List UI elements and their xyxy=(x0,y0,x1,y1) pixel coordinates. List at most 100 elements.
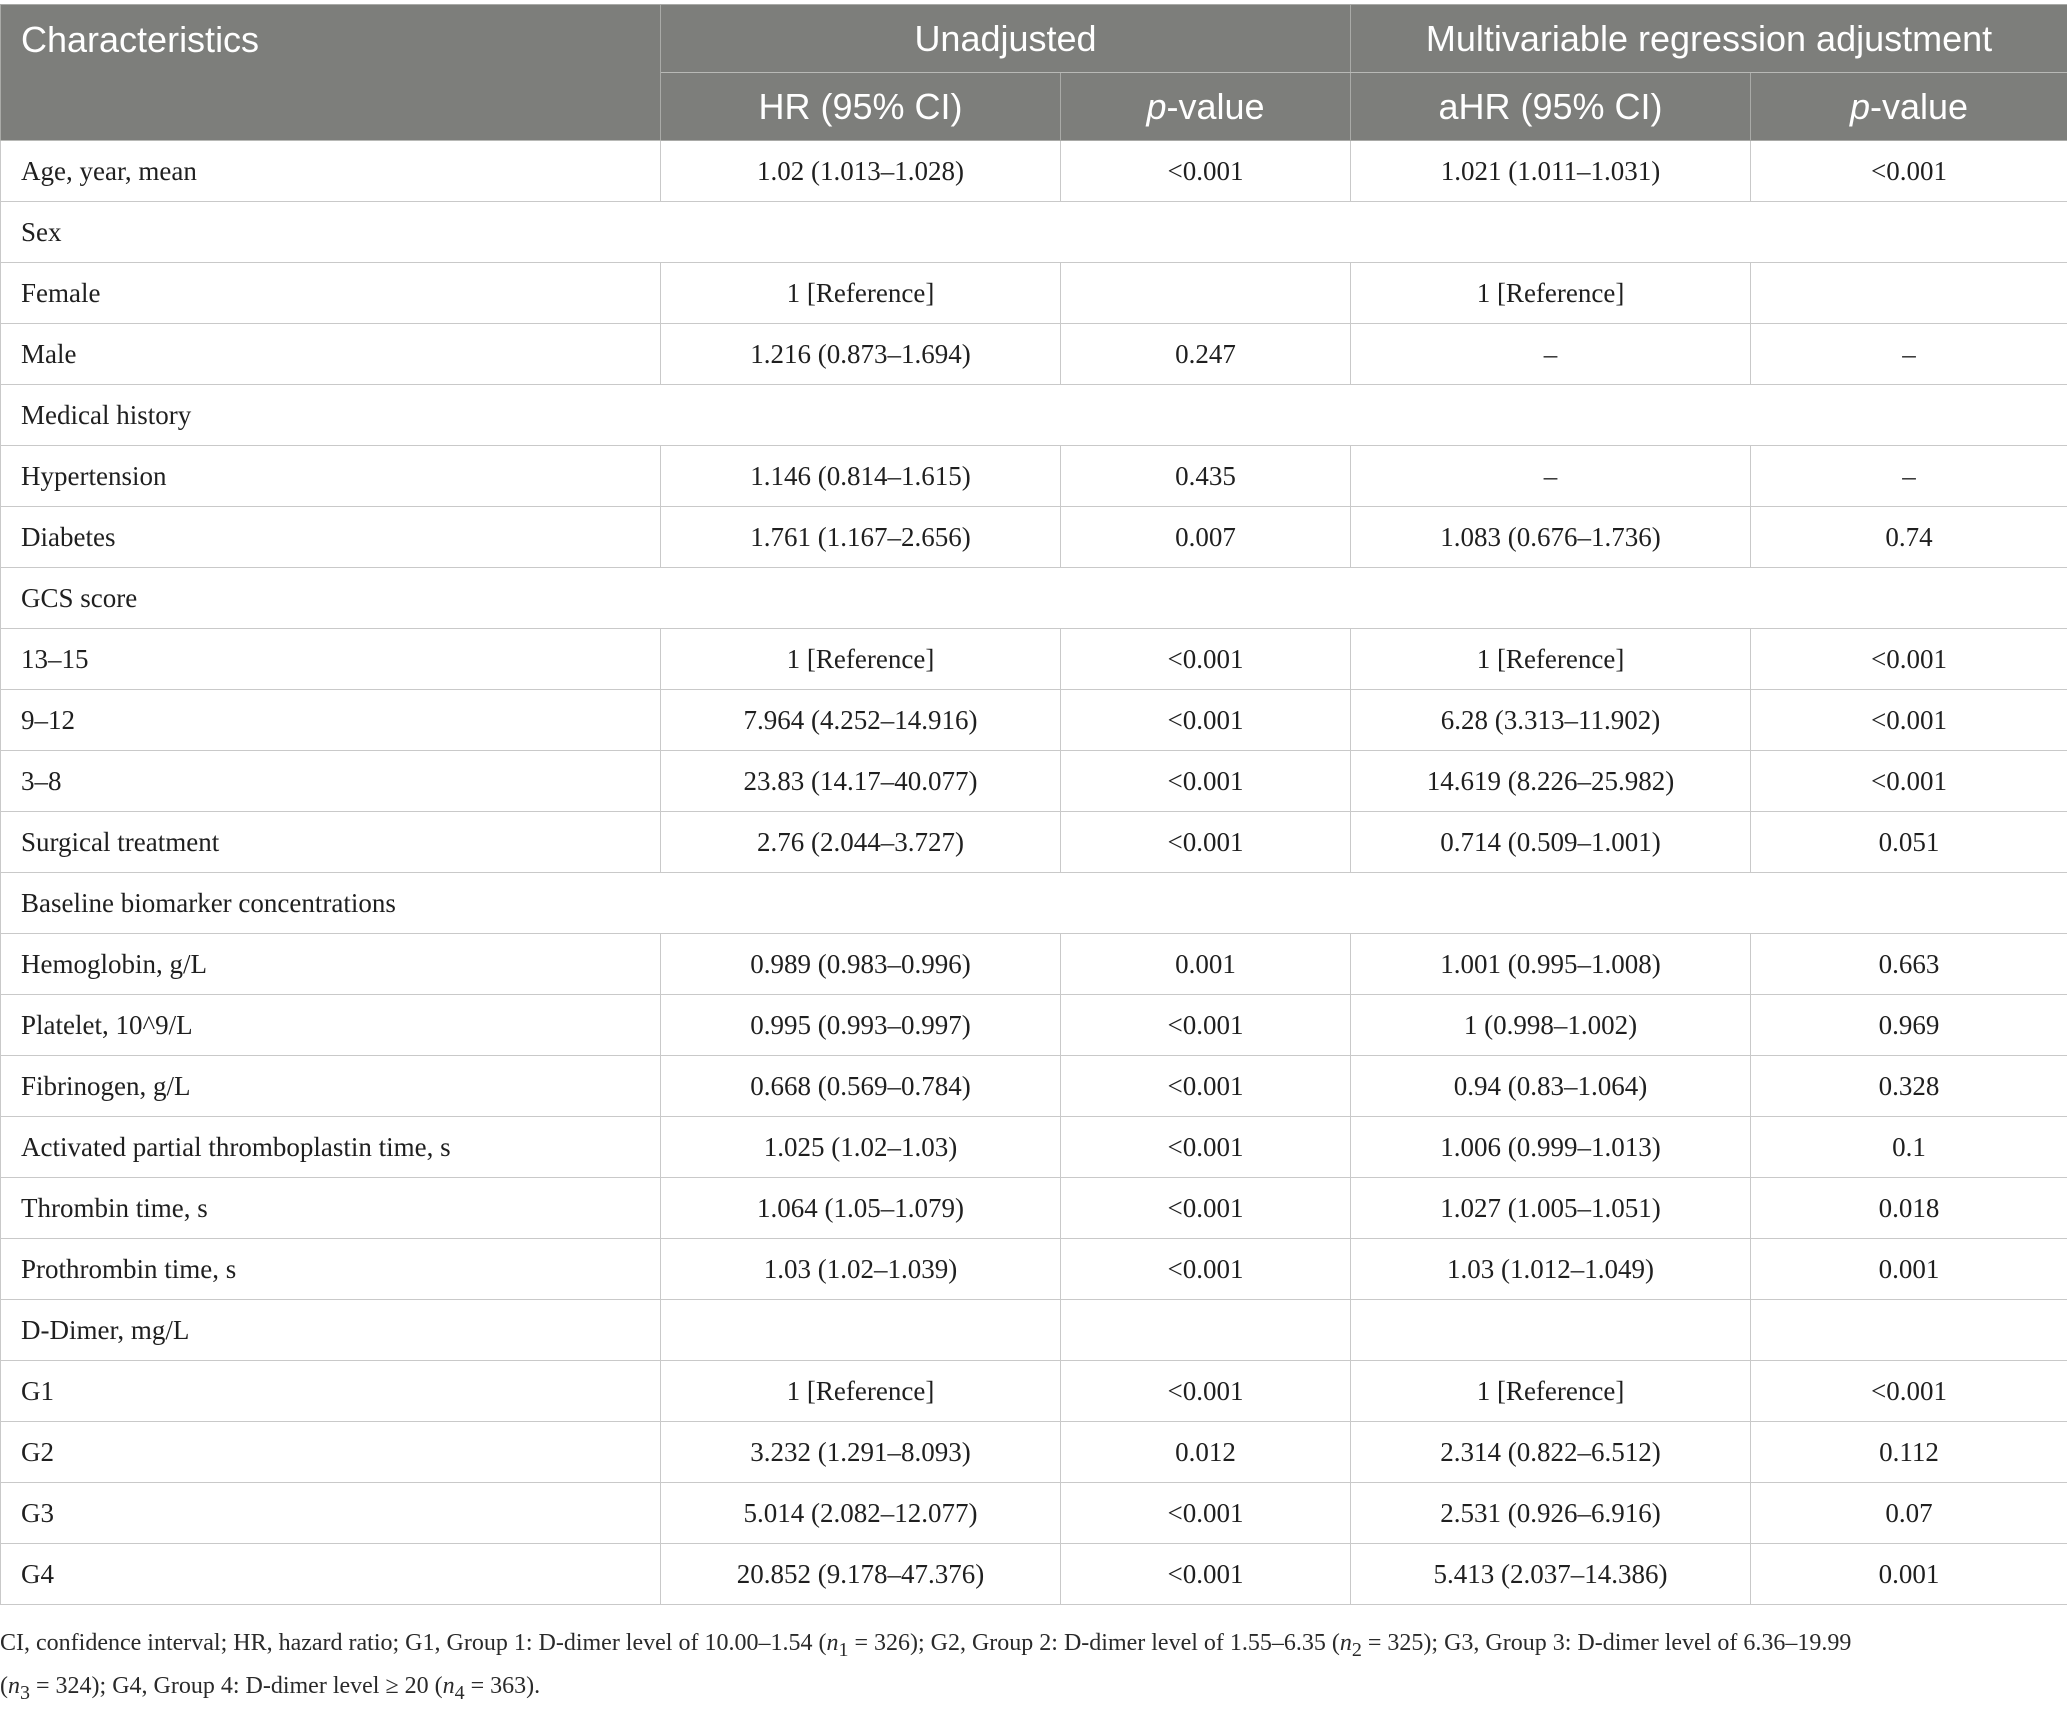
p-value-unadjusted-cell xyxy=(1061,202,1351,263)
header-p-value-unadjusted: p-value xyxy=(1061,73,1351,141)
row-label: Female xyxy=(1,263,661,324)
row-label: Male xyxy=(1,324,661,385)
p-value-unadjusted-cell: <0.001 xyxy=(1061,1361,1351,1422)
hr-ci-cell: 0.995 (0.993–0.997) xyxy=(661,995,1061,1056)
hr-ci-cell: 1.03 (1.02–1.039) xyxy=(661,1239,1061,1300)
hr-ci-cell: 5.014 (2.082–12.077) xyxy=(661,1483,1061,1544)
results-table-container: Characteristics Unadjusted Multivariable… xyxy=(0,4,2067,1605)
table-header: Characteristics Unadjusted Multivariable… xyxy=(1,5,2067,141)
hr-ci-cell: 1.761 (1.167–2.656) xyxy=(661,507,1061,568)
p-value-adjusted-cell xyxy=(1751,568,2067,629)
hr-ci-cell: 20.852 (9.178–47.376) xyxy=(661,1544,1061,1605)
row-label: Hypertension xyxy=(1,446,661,507)
row-label: Sex xyxy=(1,202,661,263)
hr-ci-cell: 1.146 (0.814–1.615) xyxy=(661,446,1061,507)
ahr-ci-cell: 5.413 (2.037–14.386) xyxy=(1351,1544,1751,1605)
row-label: 9–12 xyxy=(1,690,661,751)
p-value-adjusted-cell: 0.001 xyxy=(1751,1544,2067,1605)
section-row: Baseline biomarker concentrations xyxy=(1,873,2067,934)
hr-ci-cell: 1 [Reference] xyxy=(661,1361,1061,1422)
row-label: Platelet, 10^9/L xyxy=(1,995,661,1056)
hr-ci-cell: 1 [Reference] xyxy=(661,263,1061,324)
p-value-unadjusted-cell xyxy=(1061,263,1351,324)
p-value-adjusted-cell: <0.001 xyxy=(1751,141,2067,202)
p-value-adjusted-cell xyxy=(1751,385,2067,446)
row-label: Age, year, mean xyxy=(1,141,661,202)
p-value-unadjusted-cell: 0.001 xyxy=(1061,934,1351,995)
row-label: G1 xyxy=(1,1361,661,1422)
row-label: 13–15 xyxy=(1,629,661,690)
row-label: Activated partial thromboplastin time, s xyxy=(1,1117,661,1178)
p-value-unadjusted-cell: <0.001 xyxy=(1061,1483,1351,1544)
p-value-adjusted-cell: 0.663 xyxy=(1751,934,2067,995)
ahr-ci-cell: 1.027 (1.005–1.051) xyxy=(1351,1178,1751,1239)
p-value-unadjusted-cell xyxy=(1061,385,1351,446)
p-value-unadjusted-cell: 0.012 xyxy=(1061,1422,1351,1483)
p-value-unadjusted-cell: 0.435 xyxy=(1061,446,1351,507)
p-value-unadjusted-cell: <0.001 xyxy=(1061,1117,1351,1178)
ahr-ci-cell xyxy=(1351,568,1751,629)
p-value-adjusted-cell: – xyxy=(1751,324,2067,385)
row-label: G4 xyxy=(1,1544,661,1605)
p-value-unadjusted-cell: <0.001 xyxy=(1061,629,1351,690)
p-value-unadjusted-cell: 0.247 xyxy=(1061,324,1351,385)
hr-ci-cell: 1.025 (1.02–1.03) xyxy=(661,1117,1061,1178)
row-label: G3 xyxy=(1,1483,661,1544)
ahr-ci-cell: 0.94 (0.83–1.064) xyxy=(1351,1056,1751,1117)
ahr-ci-cell: 1.021 (1.011–1.031) xyxy=(1351,141,1751,202)
hr-ci-cell: 23.83 (14.17–40.077) xyxy=(661,751,1061,812)
row-label: Prothrombin time, s xyxy=(1,1239,661,1300)
p-value-adjusted-cell: 0.112 xyxy=(1751,1422,2067,1483)
header-ahr-ci: aHR (95% CI) xyxy=(1351,73,1751,141)
p-value-unadjusted-cell: <0.001 xyxy=(1061,812,1351,873)
p-value-adjusted-cell: 0.74 xyxy=(1751,507,2067,568)
ahr-ci-cell: – xyxy=(1351,324,1751,385)
ahr-ci-cell xyxy=(1351,202,1751,263)
row-label: Fibrinogen, g/L xyxy=(1,1056,661,1117)
p-value-adjusted-cell xyxy=(1751,1300,2067,1361)
p-value-adjusted-cell: 0.001 xyxy=(1751,1239,2067,1300)
p-value-adjusted-cell: <0.001 xyxy=(1751,751,2067,812)
p-value-unadjusted-cell xyxy=(1061,568,1351,629)
header-adjusted: Multivariable regression adjustment xyxy=(1351,5,2067,73)
ahr-ci-cell: 1.006 (0.999–1.013) xyxy=(1351,1117,1751,1178)
ahr-ci-cell: 1 [Reference] xyxy=(1351,629,1751,690)
hr-ci-cell xyxy=(661,202,1061,263)
header-unadjusted: Unadjusted xyxy=(661,5,1351,73)
row-label: Medical history xyxy=(1,385,661,446)
row-label: Hemoglobin, g/L xyxy=(1,934,661,995)
ahr-ci-cell xyxy=(1351,1300,1751,1361)
section-row: Sex xyxy=(1,202,2067,263)
p-value-adjusted-cell: 0.969 xyxy=(1751,995,2067,1056)
section-row: Medical history xyxy=(1,385,2067,446)
p-value-adjusted-cell: 0.07 xyxy=(1751,1483,2067,1544)
ahr-ci-cell: 1 (0.998–1.002) xyxy=(1351,995,1751,1056)
hr-ci-cell: 0.668 (0.569–0.784) xyxy=(661,1056,1061,1117)
ahr-ci-cell: 0.714 (0.509–1.001) xyxy=(1351,812,1751,873)
p-value-unadjusted-cell: <0.001 xyxy=(1061,1178,1351,1239)
row-label: G2 xyxy=(1,1422,661,1483)
hr-ci-cell: 1.216 (0.873–1.694) xyxy=(661,324,1061,385)
p-value-unadjusted-cell: <0.001 xyxy=(1061,141,1351,202)
hazard-ratio-table: Characteristics Unadjusted Multivariable… xyxy=(0,4,2067,1605)
row-label: Thrombin time, s xyxy=(1,1178,661,1239)
p-value-adjusted-cell xyxy=(1751,202,2067,263)
header-characteristics: Characteristics xyxy=(1,5,661,141)
p-value-adjusted-cell: 0.051 xyxy=(1751,812,2067,873)
ahr-ci-cell: 1.03 (1.012–1.049) xyxy=(1351,1239,1751,1300)
p-value-unadjusted-cell: <0.001 xyxy=(1061,751,1351,812)
hr-ci-cell: 7.964 (4.252–14.916) xyxy=(661,690,1061,751)
ahr-ci-cell: 1 [Reference] xyxy=(1351,1361,1751,1422)
p-value-adjusted-cell xyxy=(1751,263,2067,324)
header-p-value-adjusted: p-value xyxy=(1751,73,2067,141)
ahr-ci-cell: 14.619 (8.226–25.982) xyxy=(1351,751,1751,812)
hr-ci-cell xyxy=(661,568,1061,629)
